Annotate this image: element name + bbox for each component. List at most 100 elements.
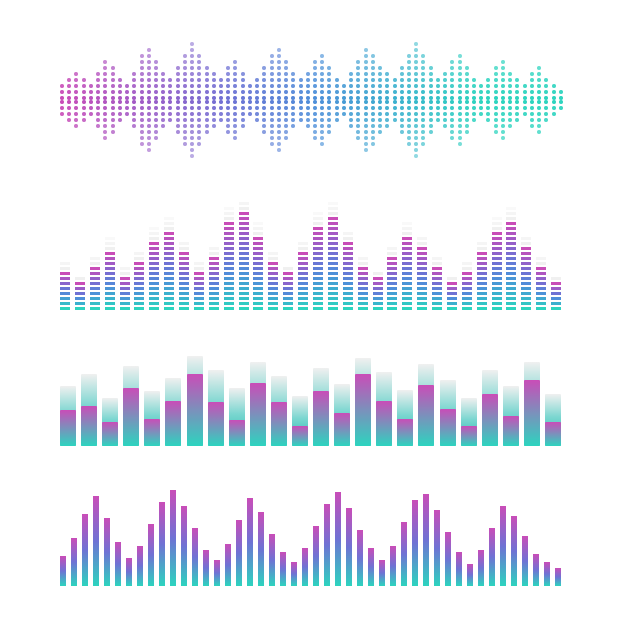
dot-column — [154, 100, 158, 140]
thin-bar — [368, 548, 374, 586]
segment-column — [194, 262, 204, 310]
bar-outer — [418, 364, 434, 446]
segment-column — [120, 267, 130, 310]
dot-column — [197, 54, 201, 100]
thin-bar — [269, 534, 275, 586]
thin-bar — [500, 506, 506, 586]
dot-column — [523, 100, 527, 116]
bar-outer — [60, 386, 76, 446]
dot-column — [277, 48, 281, 100]
thin-bar — [148, 524, 154, 586]
dot-column — [96, 72, 100, 100]
bar-outer — [440, 380, 456, 446]
thin-bar — [313, 526, 319, 586]
dot-column — [458, 54, 462, 100]
thin-bar — [170, 490, 176, 586]
thin-bar — [93, 496, 99, 586]
bar-inner — [482, 394, 498, 446]
segment-column — [239, 202, 249, 310]
bar-outer — [271, 376, 287, 446]
segment-column — [283, 267, 293, 310]
segment-column — [90, 257, 100, 310]
bar-outer — [292, 396, 308, 446]
bar-inner — [165, 401, 181, 445]
dot-column — [248, 84, 252, 100]
thin-bar — [467, 564, 473, 586]
dot-column — [537, 66, 541, 100]
thin-bar — [291, 562, 297, 586]
dot-column — [219, 100, 223, 122]
dot-column — [103, 60, 107, 100]
dot-column — [74, 72, 78, 100]
bar-inner — [208, 402, 224, 446]
dot-column — [450, 60, 454, 100]
thin-bar — [159, 502, 165, 586]
dot-column — [407, 54, 411, 100]
thin-bar — [280, 552, 286, 586]
segment-column — [373, 272, 383, 310]
dot-column — [291, 72, 295, 100]
dot-column — [284, 60, 288, 100]
bar-inner — [545, 422, 561, 446]
bar-inner — [440, 409, 456, 446]
thin-bar — [357, 530, 363, 586]
dot-column — [407, 100, 411, 146]
dot-column — [465, 100, 469, 134]
dot-column — [111, 66, 115, 100]
dot-column — [494, 100, 498, 134]
bar-outer — [524, 362, 540, 446]
segment-column — [134, 252, 144, 310]
dot-column — [82, 78, 86, 100]
bar-outer — [461, 398, 477, 446]
dot-column — [342, 100, 346, 116]
bar-outer — [482, 370, 498, 446]
dot-column — [241, 72, 245, 100]
thin-bar — [335, 492, 341, 586]
bar-outer — [376, 372, 392, 446]
dot-column — [306, 100, 310, 128]
dot-column — [82, 100, 86, 122]
segment-column — [551, 277, 561, 310]
bar-outer — [355, 358, 371, 446]
dot-column — [103, 100, 107, 140]
segment-column — [75, 277, 85, 310]
bar-outer — [545, 394, 561, 446]
dot-column — [299, 78, 303, 100]
dot-column — [371, 54, 375, 100]
dot-column — [436, 78, 440, 100]
dot-column — [183, 100, 187, 146]
dot-column — [486, 78, 490, 100]
dot-column — [465, 66, 469, 100]
dot-column — [161, 72, 165, 100]
bar-inner — [524, 380, 540, 446]
dot-column — [262, 100, 266, 134]
thin-bar — [225, 544, 231, 586]
bar-outer — [123, 366, 139, 446]
bar-inner — [397, 419, 413, 446]
bar-outer — [503, 386, 519, 446]
dot-column — [154, 60, 158, 100]
bar-outer — [187, 356, 203, 446]
dot-column — [472, 100, 476, 122]
thin-bar — [489, 528, 495, 586]
bar-inner — [355, 374, 371, 446]
dot-column — [335, 100, 339, 122]
bar-inner — [60, 410, 76, 446]
dot-column — [544, 78, 548, 100]
dot-column — [212, 72, 216, 100]
segment-column — [477, 242, 487, 310]
segment-column — [328, 202, 338, 310]
dot-column — [537, 100, 541, 134]
dot-column — [508, 100, 512, 128]
thin-bar — [82, 514, 88, 586]
dot-column — [190, 42, 194, 100]
dot-column — [429, 100, 433, 134]
thin-bar — [478, 550, 484, 586]
segment-column — [402, 222, 412, 310]
bar-inner — [461, 426, 477, 446]
dot-column — [132, 72, 136, 100]
bar-outer — [250, 362, 266, 446]
dot-column — [125, 100, 129, 116]
bar-outer — [102, 398, 118, 446]
dot-column — [393, 78, 397, 100]
